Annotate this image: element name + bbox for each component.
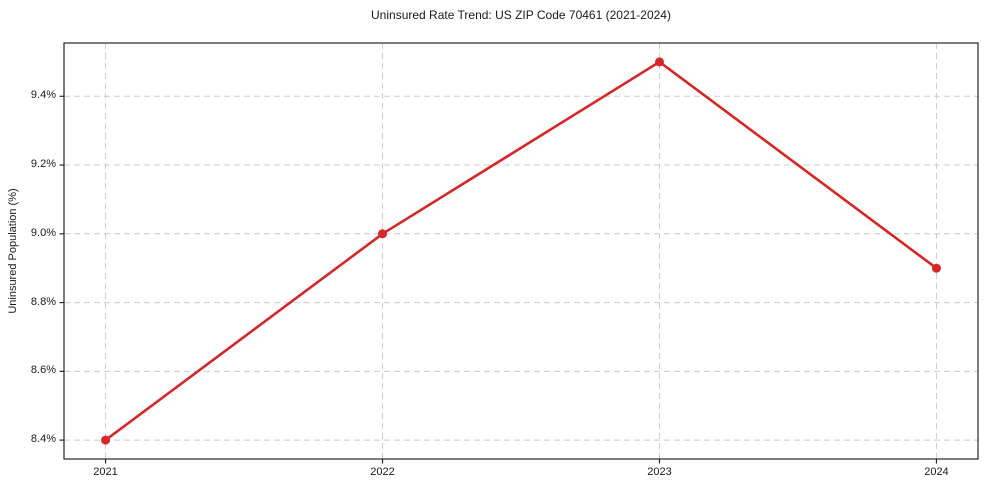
x-tick-label: 2024 bbox=[924, 466, 949, 478]
y-tick-label: 9.0% bbox=[30, 226, 56, 239]
axes-frame bbox=[63, 42, 979, 460]
data-point-marker bbox=[654, 57, 664, 67]
x-tick-label: 2021 bbox=[93, 466, 118, 478]
data-point-marker bbox=[378, 229, 388, 239]
x-tick-label: 2022 bbox=[370, 466, 395, 478]
y-tick-label: 9.4% bbox=[30, 89, 56, 102]
y-tick-label: 9.2% bbox=[30, 158, 56, 171]
data-line bbox=[104, 60, 938, 442]
x-tick-label: 2023 bbox=[647, 466, 672, 478]
chart-title: Uninsured Rate Trend: US ZIP Code 70461 … bbox=[371, 8, 671, 22]
y-tick-label: 8.8% bbox=[30, 295, 56, 308]
data-point-marker bbox=[931, 263, 941, 273]
y-tick-label: 8.6% bbox=[30, 364, 56, 377]
data-point-marker bbox=[101, 435, 111, 445]
y-tick-label: 8.4% bbox=[30, 433, 56, 446]
